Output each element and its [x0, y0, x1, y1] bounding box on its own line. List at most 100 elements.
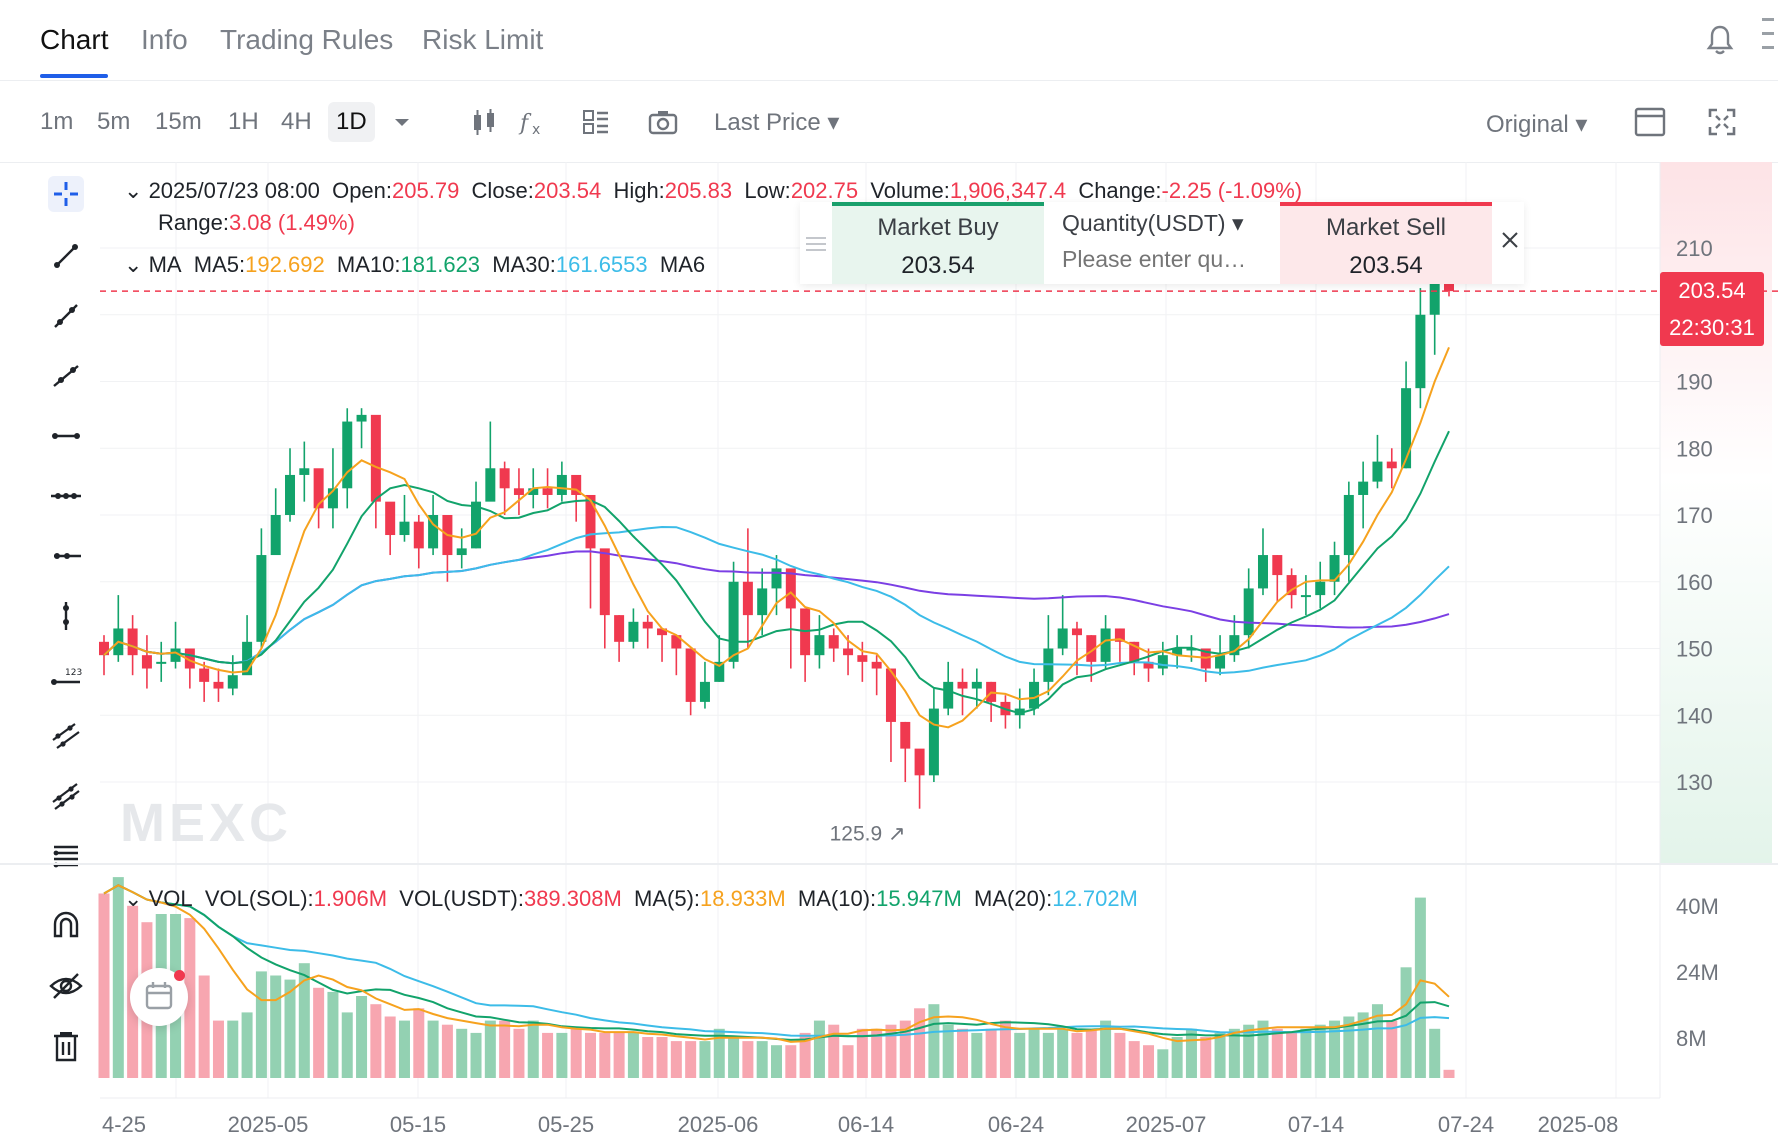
- horizontal-line-icon[interactable]: [48, 478, 84, 514]
- hide-drawings-icon[interactable]: [48, 968, 84, 1004]
- ray-line-icon[interactable]: [48, 298, 84, 334]
- extended-line-icon[interactable]: [48, 358, 84, 394]
- volume-bar: [699, 1041, 711, 1078]
- drag-handle-icon[interactable]: [804, 224, 828, 264]
- volume-bar: [642, 1037, 654, 1078]
- candle-body: [1114, 628, 1125, 642]
- volume-bar: [212, 1020, 224, 1078]
- volume-bar: [742, 1041, 754, 1078]
- ma-title: MA: [148, 252, 182, 277]
- market-buy-button[interactable]: Market Buy 203.54: [832, 202, 1044, 284]
- volume-bar: [785, 1045, 797, 1078]
- volume-bar: [1185, 1028, 1197, 1078]
- quantity-unit-select[interactable]: Quantity(USDT) ▾: [1062, 210, 1244, 237]
- volume-bar: [570, 1028, 582, 1078]
- volume-bar: [298, 963, 310, 1078]
- panel-layout-icon[interactable]: [1634, 106, 1666, 138]
- candle-body: [1358, 481, 1369, 495]
- volume-bar: [98, 893, 110, 1078]
- candle-body: [1229, 635, 1240, 656]
- candle-body: [542, 488, 553, 495]
- chevron-down-icon[interactable]: ⌄: [124, 178, 143, 203]
- horizontal-ray-icon[interactable]: [48, 538, 84, 574]
- volume-value: 1,906,347.4: [949, 178, 1067, 203]
- volume-bar: [112, 877, 124, 1078]
- chevron-down-icon: ▾: [827, 109, 840, 136]
- tab-risk-limit[interactable]: Risk Limit: [422, 24, 544, 55]
- candle-body: [1300, 595, 1311, 598]
- quantity-input[interactable]: [1062, 246, 1268, 273]
- chevron-down-icon[interactable]: ⌄: [124, 886, 143, 911]
- price-line-icon[interactable]: 123: [48, 658, 84, 694]
- volume-label: Volume:: [870, 178, 950, 203]
- bell-icon[interactable]: [1706, 24, 1734, 56]
- vol-usdt-value: 389.308M: [523, 886, 622, 911]
- chevron-down-icon[interactable]: [386, 106, 418, 138]
- y-tick-label: 150: [1676, 637, 1713, 662]
- timeframe-1d[interactable]: 1D: [328, 102, 375, 142]
- volume-bar: [842, 1045, 854, 1078]
- tab-bar: Chart Info Trading Rules Risk Limit: [0, 0, 1778, 81]
- quick-trade-panel: Market Buy 203.54 Quantity(USDT) ▾ Marke…: [800, 202, 1524, 284]
- layout-grid-icon[interactable]: [580, 106, 612, 138]
- crosshair-icon[interactable]: [48, 176, 84, 212]
- x-tick-label: 06-14: [838, 1112, 894, 1137]
- pitchfork-icon[interactable]: [48, 778, 84, 814]
- timeframe-4h[interactable]: 4H: [281, 108, 312, 135]
- trend-line-icon[interactable]: [48, 238, 84, 274]
- candle-body: [571, 474, 582, 495]
- high-label: High:: [613, 178, 665, 203]
- volume-bar: [1286, 1032, 1298, 1078]
- vertical-line-icon[interactable]: [48, 598, 84, 634]
- fullscreen-icon[interactable]: [1706, 106, 1738, 138]
- candle-body: [242, 641, 253, 676]
- vol-ma10-value: 15.947M: [876, 886, 962, 911]
- volume-bar: [885, 1024, 897, 1078]
- volume-bar: [1100, 1020, 1112, 1078]
- tab-trading-rules[interactable]: Trading Rules: [220, 24, 394, 55]
- timeframe-1h[interactable]: 1H: [228, 108, 259, 135]
- view-mode-select[interactable]: Original ▾: [1486, 110, 1587, 139]
- candle-body: [614, 615, 625, 642]
- price-type-select[interactable]: Last Price ▾: [714, 108, 839, 137]
- tab-chart[interactable]: Chart: [40, 24, 109, 55]
- close-icon[interactable]: [1498, 228, 1522, 252]
- candle-body: [971, 681, 982, 689]
- menu-icon[interactable]: [1760, 14, 1774, 54]
- tab-info[interactable]: Info: [141, 24, 188, 55]
- x-tick-label: 07-14: [1288, 1112, 1344, 1137]
- magnet-icon[interactable]: [48, 908, 84, 944]
- candlestick-icon[interactable]: [468, 106, 500, 138]
- volume-bar: [942, 1024, 954, 1078]
- timeframe-1m[interactable]: 1m: [40, 108, 74, 135]
- vol-ma20-line: [103, 884, 1450, 1037]
- volume-bar: [1314, 1024, 1326, 1078]
- candle-body: [1100, 628, 1111, 662]
- timeframe-15m[interactable]: 15m: [155, 108, 202, 135]
- candle-body: [1343, 494, 1354, 556]
- ma10-value: 181.623: [400, 252, 481, 277]
- candle-body: [843, 648, 854, 656]
- market-sell-button[interactable]: Market Sell 203.54: [1280, 202, 1492, 284]
- timeframe-5m[interactable]: 5m: [97, 108, 131, 135]
- volume-bar: [1371, 1004, 1383, 1078]
- volume-bar: [1143, 1045, 1155, 1078]
- low-price-marker: 125.9 ↗: [830, 823, 906, 846]
- volume-bar: [1171, 1037, 1183, 1078]
- candle-body: [141, 655, 152, 669]
- candle-body: [385, 501, 396, 536]
- candle-body: [785, 568, 796, 609]
- volume-bar: [1200, 1037, 1212, 1078]
- trash-icon[interactable]: [48, 1028, 84, 1064]
- candle-body: [943, 681, 954, 709]
- camera-icon[interactable]: [647, 106, 679, 138]
- parallel-channel-icon[interactable]: [48, 718, 84, 754]
- chevron-down-icon[interactable]: ⌄: [124, 252, 143, 277]
- candlestick-chart[interactable]: 130 140 150 160 170 180 190 210 40M 24M 8M 4-25 2025…: [0, 162, 1778, 1138]
- volume-bar: [999, 1020, 1011, 1078]
- vol-tick-label: 8M: [1676, 1026, 1707, 1051]
- candle-body: [671, 635, 682, 649]
- volume-bar: [1400, 967, 1412, 1078]
- horizontal-segment-icon[interactable]: [48, 418, 84, 454]
